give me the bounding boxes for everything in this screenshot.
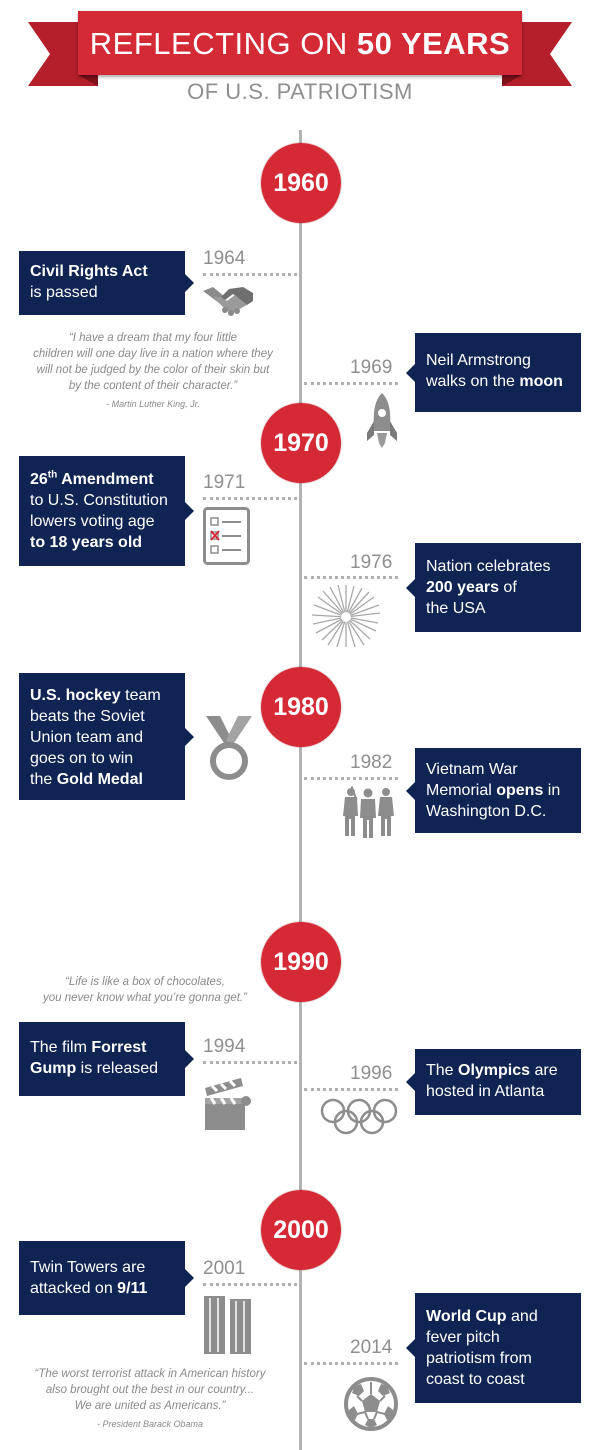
event-1969-card: Neil Armstrong walks on the moon: [406, 333, 581, 412]
banner-fold-shadow: [502, 75, 522, 86]
rocket-icon: [367, 393, 397, 448]
connector-dots: [203, 1061, 297, 1064]
quote-attribution: - Martin Luther King, Jr.: [106, 399, 200, 409]
quote-forrest-gump: “Life is like a box of chocolates, you n…: [43, 976, 247, 1004]
event-1964-year: 1964: [203, 248, 246, 269]
olympic-rings-icon: [320, 1098, 398, 1135]
event-1971-year: 1971: [203, 472, 246, 493]
connector-dots: [304, 1362, 398, 1365]
timeline-line: [299, 130, 302, 1450]
event-1964-card: Civil Rights Act is passed: [19, 251, 194, 315]
page-title: REFLECTING ON 50 YEARS: [89, 26, 511, 61]
event-1996-year: 1996: [350, 1063, 393, 1084]
connector-dots: [304, 777, 398, 780]
banner-fold-shadow: [78, 75, 98, 86]
twin-towers-icon: [204, 1296, 251, 1354]
connector-dots: [203, 497, 297, 500]
decade-2000: 2000: [261, 1190, 341, 1270]
event-1982-card: Vietnam War Memorial opens in Washington…: [406, 748, 581, 833]
decade-1980: 1980: [261, 667, 341, 747]
medal-icon: [206, 716, 252, 780]
event-1982-year: 1982: [350, 752, 393, 773]
quote-attribution: - President Barack Obama: [96, 1419, 204, 1429]
decade-1990: 1990: [261, 922, 341, 1002]
event-1994-year: 1994: [203, 1036, 246, 1057]
event-2001-year: 2001: [203, 1258, 246, 1279]
fireworks-icon: [311, 584, 381, 648]
event-1971-card: 26th Amendment to U.S. Constitution lowe…: [19, 456, 194, 566]
connector-dots: [203, 1283, 297, 1286]
event-2001-card: Twin Towers are attacked on 9/11: [19, 1241, 194, 1315]
event-1969-year: 1969: [350, 357, 393, 378]
event-1976-card: Nation celebrates 200 years of the USA: [406, 543, 581, 632]
connector-dots: [203, 273, 297, 276]
soccer-ball-icon: [344, 1377, 398, 1431]
event-1976-year: 1976: [350, 552, 393, 573]
connector-dots: [304, 1088, 398, 1091]
event-2014-year: 2014: [350, 1337, 393, 1358]
connector-dots: [304, 576, 398, 579]
event-1994-card: The film Forrest Gump is released: [19, 1022, 194, 1096]
event-2014-card: World Cup and fever pitch patriotism fro…: [406, 1293, 581, 1403]
page-subtitle: OF U.S. PATRIOTISM: [187, 79, 413, 104]
quote-obama: “The worst terrorist attack in American …: [10, 1366, 290, 1432]
decade-1970: 1970: [261, 403, 341, 483]
decade-1960: 1960: [261, 143, 341, 223]
handshake-icon: [203, 287, 253, 316]
title-banner: REFLECTING ON 50 YEARS: [78, 11, 522, 75]
soldiers-statue-icon: [343, 786, 394, 838]
event-1996-card: The Olympics are hosted in Atlanta: [406, 1049, 581, 1115]
clapperboard-icon: [205, 1078, 251, 1130]
quote-mlk: “I have a dream that my four little chil…: [18, 330, 288, 412]
event-1980-card: U.S. hockey team beats the Soviet Union …: [19, 673, 194, 800]
connector-dots: [304, 382, 398, 385]
ballot-checklist-icon: [203, 507, 250, 565]
